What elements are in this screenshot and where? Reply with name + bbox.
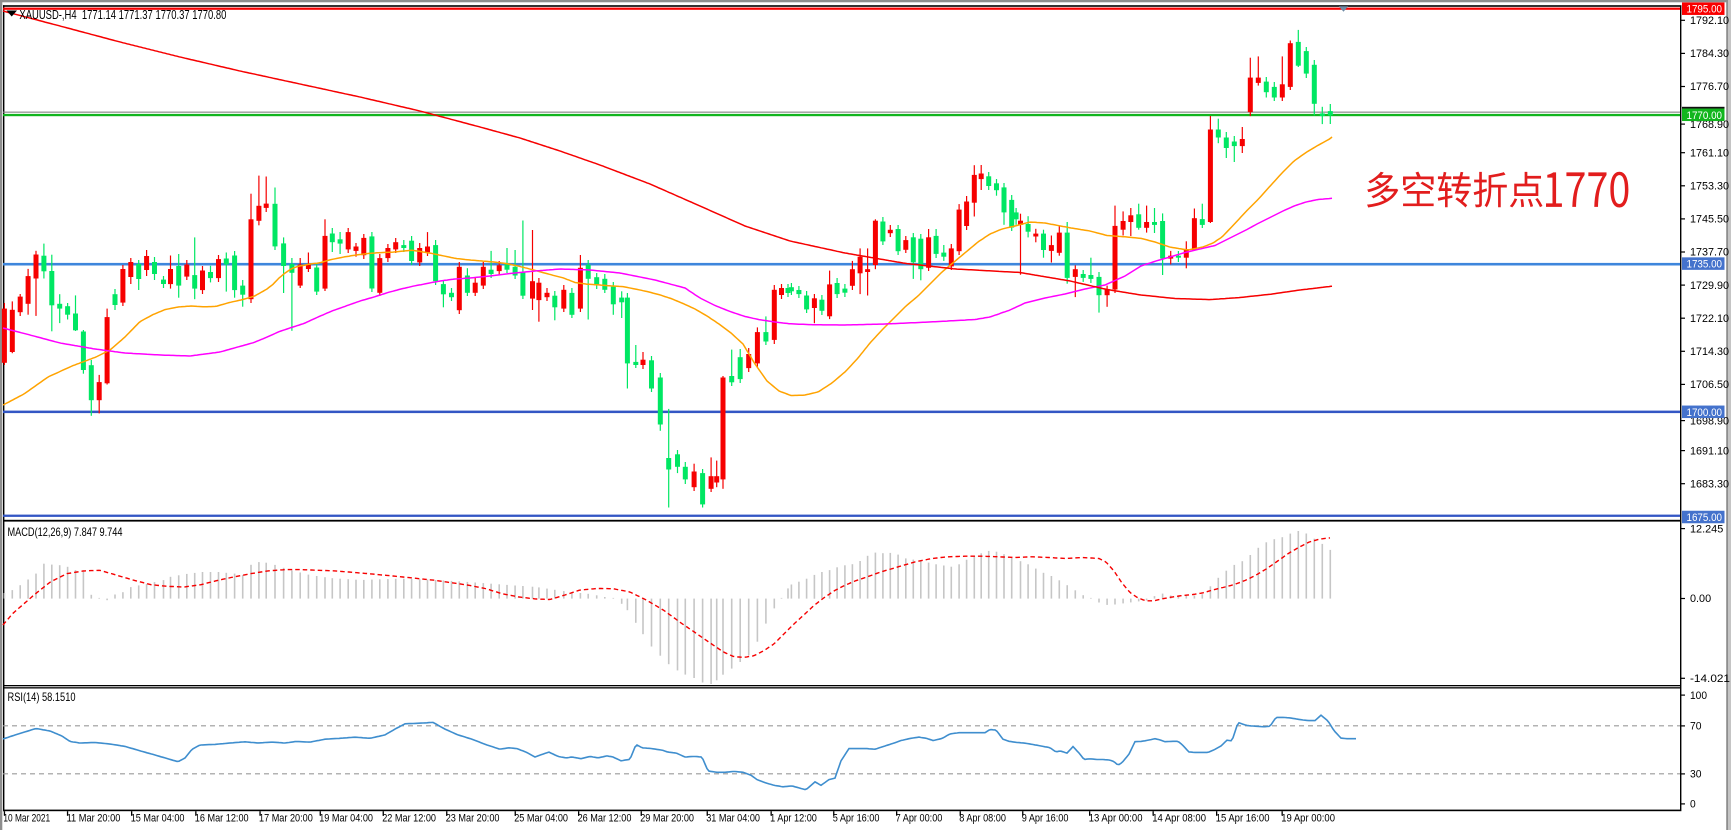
svg-text:23 Mar 20:00: 23 Mar 20:00 (446, 813, 500, 825)
svg-text:1792.10: 1792.10 (1690, 15, 1729, 27)
svg-text:11 Mar 20:00: 11 Mar 20:00 (67, 813, 121, 825)
svg-text:10 Mar 2021: 10 Mar 2021 (3, 813, 50, 825)
svg-text:1729.90: 1729.90 (1690, 280, 1729, 292)
svg-text:MACD(12,26,9) 7.847 9.744: MACD(12,26,9) 7.847 9.744 (8, 526, 123, 539)
svg-text:1745.50: 1745.50 (1690, 214, 1729, 226)
svg-text:16 Mar 12:00: 16 Mar 12:00 (195, 813, 249, 825)
svg-text:8 Apr 08:00: 8 Apr 08:00 (959, 813, 1006, 825)
svg-text:9 Apr 16:00: 9 Apr 16:00 (1022, 813, 1069, 825)
svg-text:19 Mar 04:00: 19 Mar 04:00 (319, 813, 373, 825)
svg-text:1 Apr 12:00: 1 Apr 12:00 (770, 813, 817, 825)
svg-text:1735.00: 1735.00 (1687, 259, 1723, 271)
svg-text:22 Mar 12:00: 22 Mar 12:00 (382, 813, 436, 825)
svg-text:XAUUSD-,H4 1771.14 1771.37 17: XAUUSD-,H4 1771.14 1771.37 1770.37 1770.… (19, 8, 226, 22)
svg-text:1691.10: 1691.10 (1690, 445, 1729, 457)
svg-text:1770.00: 1770.00 (1687, 110, 1723, 122)
svg-text:-14.021: -14.021 (1690, 673, 1730, 685)
svg-text:1737.70: 1737.70 (1690, 247, 1729, 259)
svg-text:1706.50: 1706.50 (1690, 379, 1729, 391)
svg-text:1795.00: 1795.00 (1687, 4, 1723, 16)
svg-text:13 Apr 00:00: 13 Apr 00:00 (1089, 813, 1143, 825)
svg-text:7 Apr 00:00: 7 Apr 00:00 (896, 813, 943, 825)
svg-text:70: 70 (1690, 721, 1702, 733)
svg-text:30: 30 (1690, 769, 1702, 781)
svg-text:15 Apr 16:00: 15 Apr 16:00 (1216, 813, 1270, 825)
svg-text:1675.00: 1675.00 (1687, 512, 1723, 524)
svg-text:RSI(14) 58.1510: RSI(14) 58.1510 (8, 691, 76, 704)
svg-text:31 Mar 04:00: 31 Mar 04:00 (706, 813, 760, 825)
svg-text:1784.30: 1784.30 (1690, 48, 1729, 60)
svg-text:19 Apr 00:00: 19 Apr 00:00 (1281, 813, 1335, 825)
svg-text:15 Mar 04:00: 15 Mar 04:00 (131, 813, 185, 825)
svg-text:0: 0 (1690, 799, 1696, 811)
svg-text:100: 100 (1690, 690, 1707, 702)
svg-text:1683.30: 1683.30 (1690, 478, 1729, 490)
svg-text:1698.90: 1698.90 (1690, 415, 1729, 427)
svg-text:1722.10: 1722.10 (1690, 313, 1729, 325)
svg-text:0.00: 0.00 (1690, 593, 1711, 605)
svg-text:17 Mar 20:00: 17 Mar 20:00 (259, 813, 313, 825)
svg-text:29 Mar 20:00: 29 Mar 20:00 (640, 813, 694, 825)
svg-text:5 Apr 16:00: 5 Apr 16:00 (833, 813, 880, 825)
svg-text:25 Mar 04:00: 25 Mar 04:00 (514, 813, 568, 825)
svg-text:1761.10: 1761.10 (1690, 147, 1729, 159)
svg-text:1776.70: 1776.70 (1690, 81, 1729, 93)
svg-text:1700.00: 1700.00 (1687, 407, 1723, 419)
svg-text:12.245: 12.245 (1690, 523, 1723, 535)
svg-text:1768.90: 1768.90 (1690, 119, 1729, 131)
svg-text:26 Mar 12:00: 26 Mar 12:00 (578, 813, 632, 825)
svg-text:1753.30: 1753.30 (1690, 181, 1729, 193)
svg-text:14 Apr 08:00: 14 Apr 08:00 (1152, 813, 1206, 825)
svg-text:1714.30: 1714.30 (1690, 346, 1729, 358)
